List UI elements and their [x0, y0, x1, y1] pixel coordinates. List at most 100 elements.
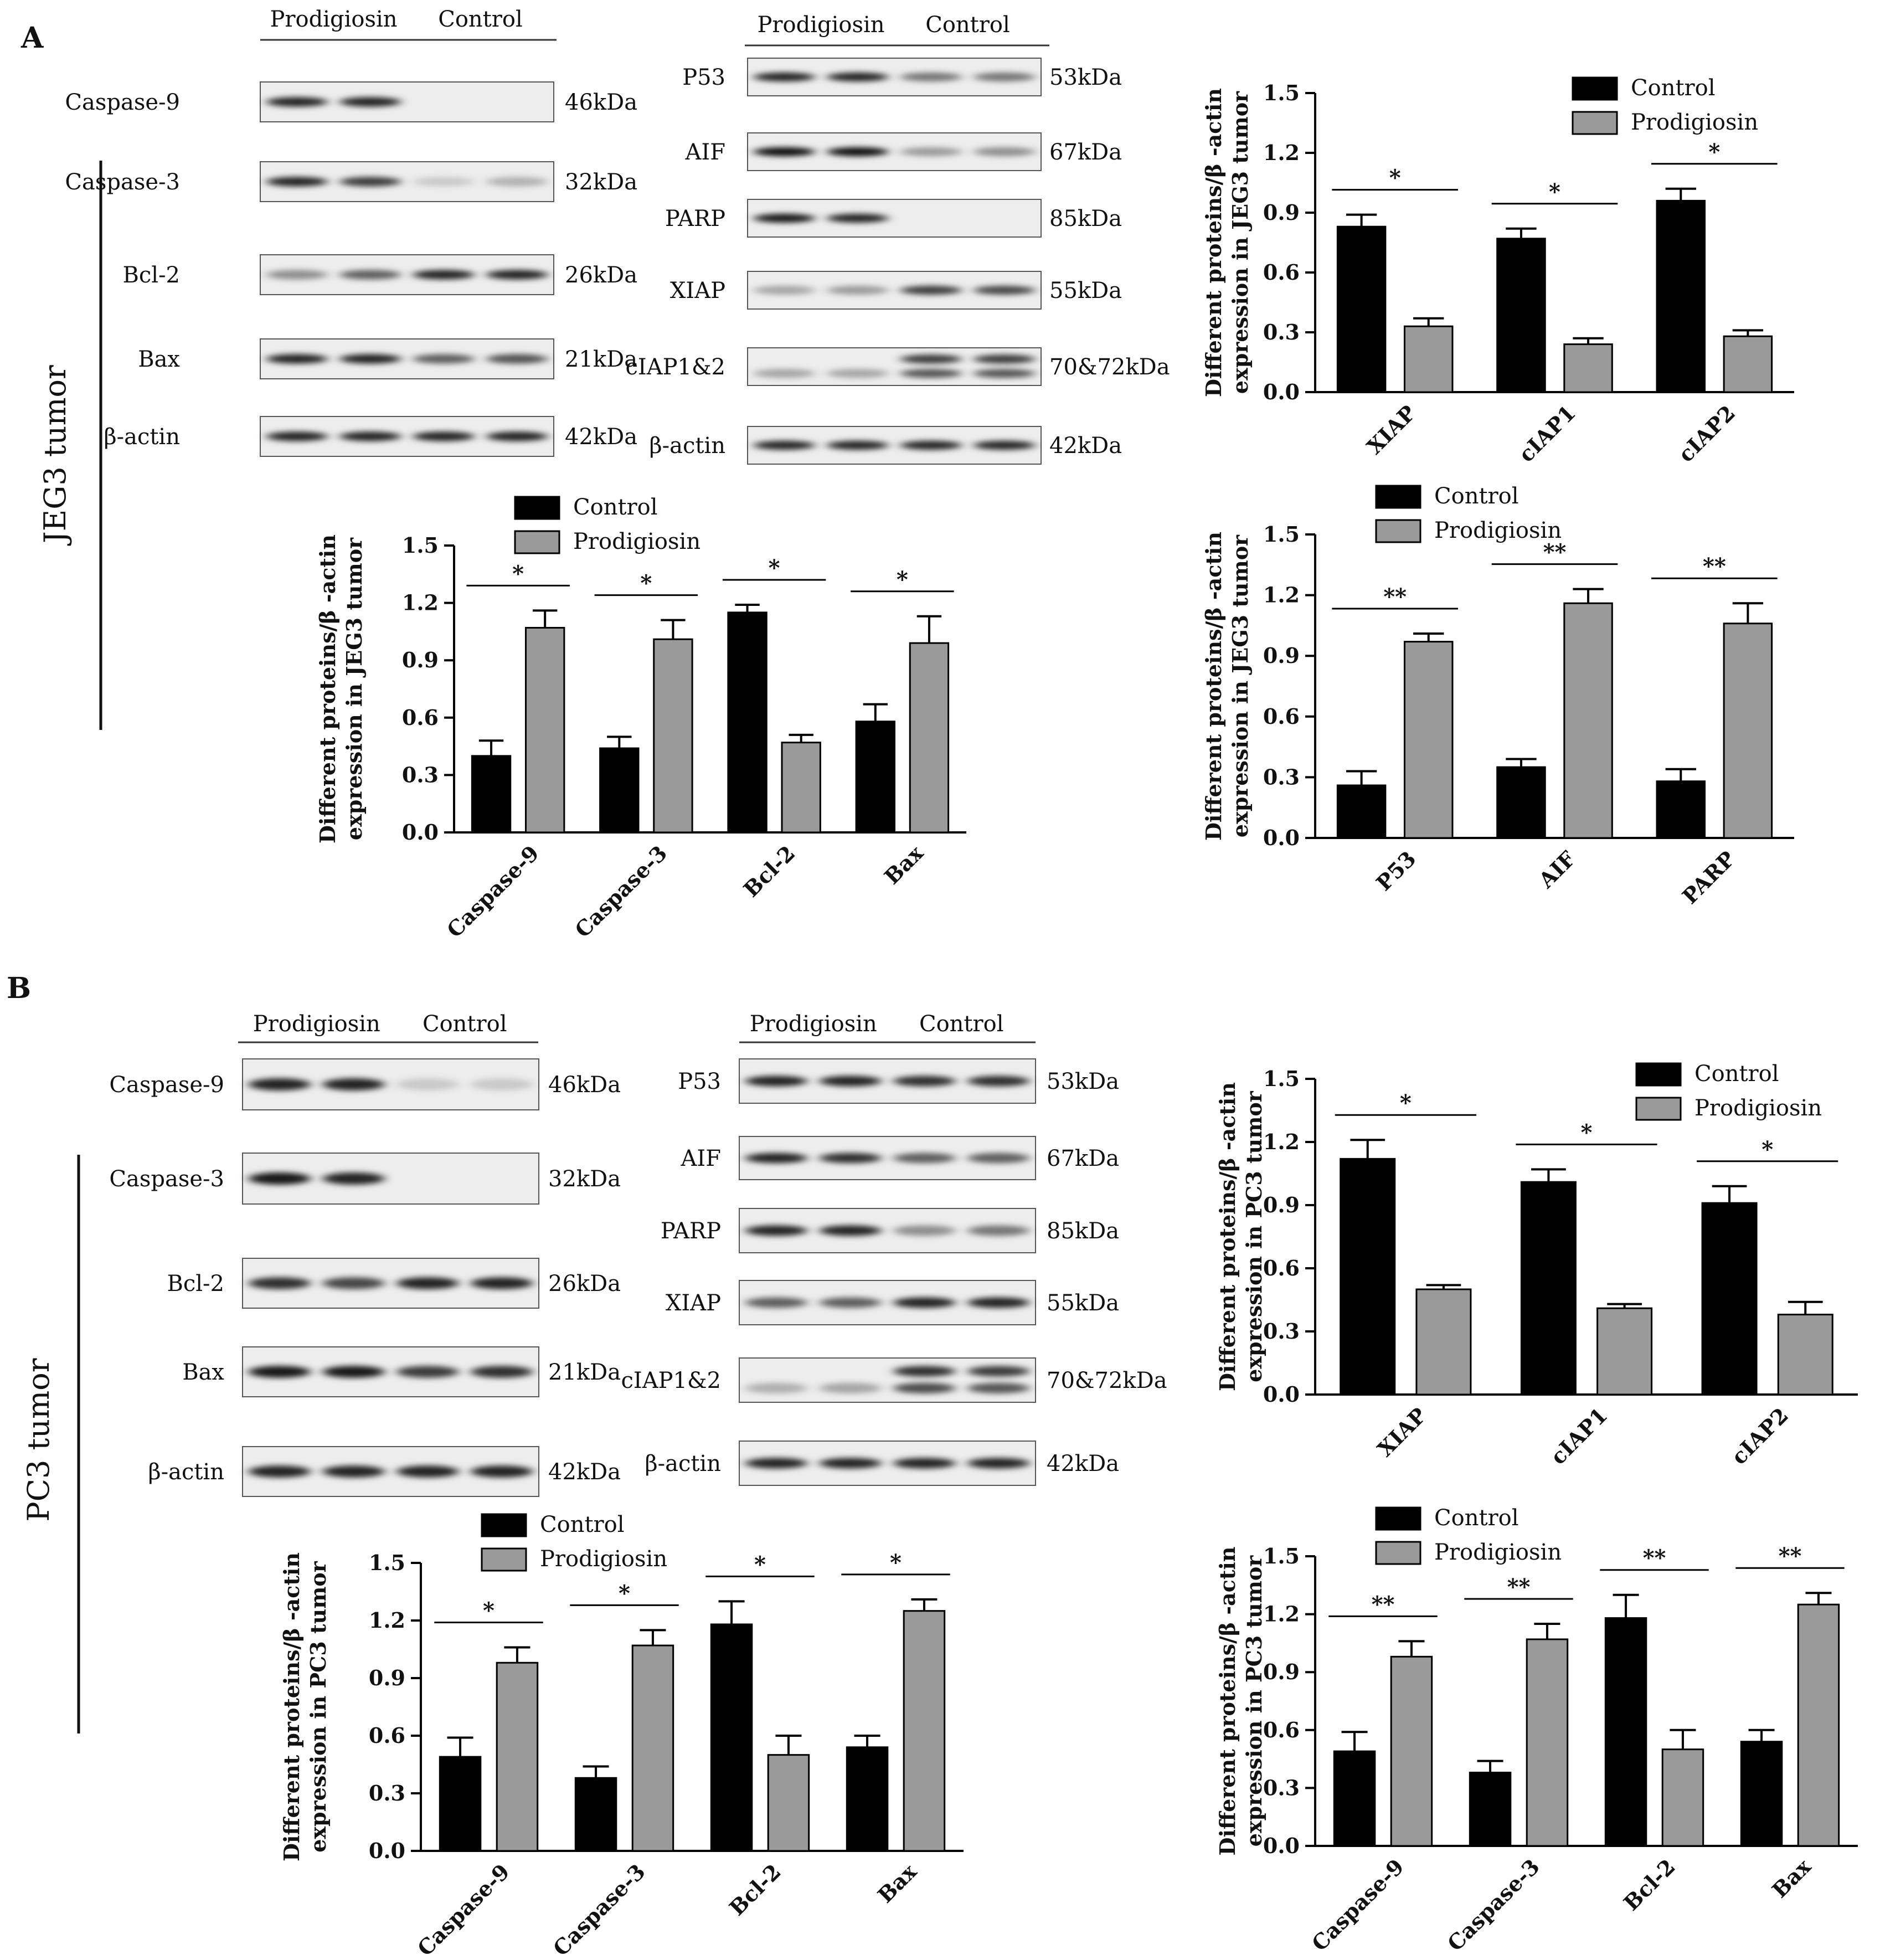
blot-band [893, 1225, 956, 1236]
blot-band [339, 431, 401, 441]
blot-protein-label: PARP [665, 206, 725, 232]
blot-band [827, 285, 889, 295]
significance-mark: * [1761, 1136, 1773, 1162]
significance-mark: * [1389, 165, 1401, 191]
blot-band [819, 1153, 882, 1164]
significance-mark: ** [1507, 1574, 1531, 1600]
y-tick-label: 1.5 [1263, 80, 1300, 105]
y-tick-label: 1.2 [1263, 1602, 1300, 1627]
blot-band [322, 1366, 385, 1378]
blot-b-right: Prodigiosin Control P53 53kDa AIF 67kDa PARP 85… [621, 1011, 1167, 1486]
blot-band [486, 177, 548, 187]
y-axis-label-line: Different proteins/β -actin [279, 1552, 304, 1861]
blot-band [413, 177, 475, 187]
bar-prodigiosin [525, 626, 565, 834]
lane-label-control: Control [438, 7, 523, 32]
bar-control [471, 755, 512, 834]
y-tick-label: 0.0 [369, 1838, 405, 1863]
blot-size-label: 55kDa [1047, 1290, 1119, 1316]
x-tick-label: Bax [1767, 1854, 1816, 1902]
lane-label-control: Control [925, 12, 1010, 38]
y-tick-label: 0.9 [402, 647, 439, 672]
blot-size-label: 85kDa [1047, 1218, 1119, 1244]
y-tick-label: 0.3 [402, 762, 439, 787]
blot-band [470, 1366, 533, 1378]
blot-band [266, 177, 328, 187]
blot-band [322, 1078, 385, 1091]
blot-protein-label: PARP [661, 1218, 721, 1244]
legend-swatch-prodigiosin [1375, 519, 1421, 543]
blot-protein-label: Bax [182, 1360, 224, 1385]
blot-size-label: 46kDa [548, 1072, 621, 1098]
x-tick-label: Bax [873, 1859, 921, 1907]
bar-control [846, 1746, 889, 1852]
y-tick-label: 0.6 [1263, 1256, 1300, 1280]
blot-protein-label: Caspase-9 [65, 90, 180, 115]
legend-swatch-control [1375, 485, 1421, 509]
bar-control [1496, 238, 1546, 393]
bar-prodigiosin [1723, 623, 1773, 839]
y-axis-label: Different proteins/β -actinexpression in… [1201, 88, 1253, 397]
blot-band [396, 1465, 459, 1478]
blot-band [967, 1366, 1030, 1377]
blot-band [745, 1225, 808, 1236]
legend-swatch-prodigiosin [1572, 111, 1618, 135]
y-tick-label: 0.3 [1263, 320, 1300, 344]
blot-protein-label: AIF [685, 140, 725, 165]
bar-control [1333, 1750, 1376, 1847]
blot-band [967, 1382, 1030, 1393]
blot-band [974, 72, 1036, 82]
y-tick-label: 0.3 [1263, 764, 1300, 789]
bar-control [439, 1756, 482, 1852]
blot-band [396, 1277, 459, 1289]
y-tick-label: 0.6 [1263, 704, 1300, 729]
blot-row: Bcl-2 26kDa [122, 254, 637, 295]
blot-band [974, 285, 1036, 295]
blot-band [893, 1076, 956, 1087]
blot-band [486, 354, 548, 364]
bar-prodigiosin [767, 1754, 810, 1852]
blot-protein-label: XIAP [670, 278, 725, 303]
blot-protein-label: β-actin [649, 433, 725, 459]
blot-protein-label: Bcl-2 [122, 263, 180, 288]
blot-protein-label: XIAP [666, 1290, 721, 1316]
blot-size-label: 42kDa [1047, 1451, 1119, 1477]
blot-size-label: 42kDa [548, 1459, 621, 1485]
panel-a-label: A [20, 21, 44, 55]
blot-row: PARP 85kDa [665, 199, 1122, 238]
bar-prodigiosin [1563, 602, 1613, 839]
blot-row: AIF 67kDa [681, 1136, 1119, 1180]
blot-band [974, 440, 1036, 450]
blot-size-label: 55kDa [1049, 278, 1122, 303]
blot-a-right: Prodigiosin Control P53 53kDa AIF 67kDa PARP 85… [625, 12, 1170, 465]
bar-prodigiosin [1797, 1603, 1840, 1847]
y-axis-label-line: expression in PC3 tumor [1242, 1555, 1266, 1847]
blot-size-label: 67kDa [1047, 1146, 1119, 1171]
blot-band [753, 72, 815, 82]
x-tick-label: cIAP1 [1546, 1403, 1613, 1470]
x-tick-label: cIAP1 [1513, 400, 1580, 467]
significance-mark: ** [1543, 539, 1567, 565]
significance-mark: ** [1383, 584, 1407, 610]
blot-size-label: 53kDa [1047, 1069, 1119, 1094]
bar-control [1340, 1158, 1396, 1396]
blot-band [827, 213, 889, 223]
blot-band [248, 1366, 311, 1378]
y-tick-label: 0.0 [1263, 1833, 1300, 1858]
bar-control [727, 611, 768, 834]
legend-swatch-control [1375, 1506, 1421, 1531]
chart-a1: 0.0 0.3 0.6 0.9 1.2 1.5 Different proteins/β -… [1201, 75, 1794, 467]
blot-band [470, 1465, 533, 1478]
chart-b2: 0.0 0.3 0.6 0.9 1.2 1.5 Different proteins/β -… [279, 1512, 964, 1960]
x-tick-label: Bcl-2 [739, 841, 800, 902]
blot-band [753, 440, 815, 450]
y-tick-label: 0.6 [402, 705, 439, 730]
blot-row: β-actin 42kDa [104, 416, 637, 457]
x-tick-label: PARP [1677, 846, 1740, 909]
y-axis-label: Different proteins/β -actinexpression in… [1201, 532, 1253, 841]
blot-band [745, 1153, 808, 1164]
significance-mark: * [1549, 179, 1560, 205]
blot-row: XIAP 55kDa [666, 1280, 1119, 1325]
chart-a2: 0.0 0.3 0.6 0.9 1.2 1.5 Different proteins/β -… [315, 495, 966, 943]
